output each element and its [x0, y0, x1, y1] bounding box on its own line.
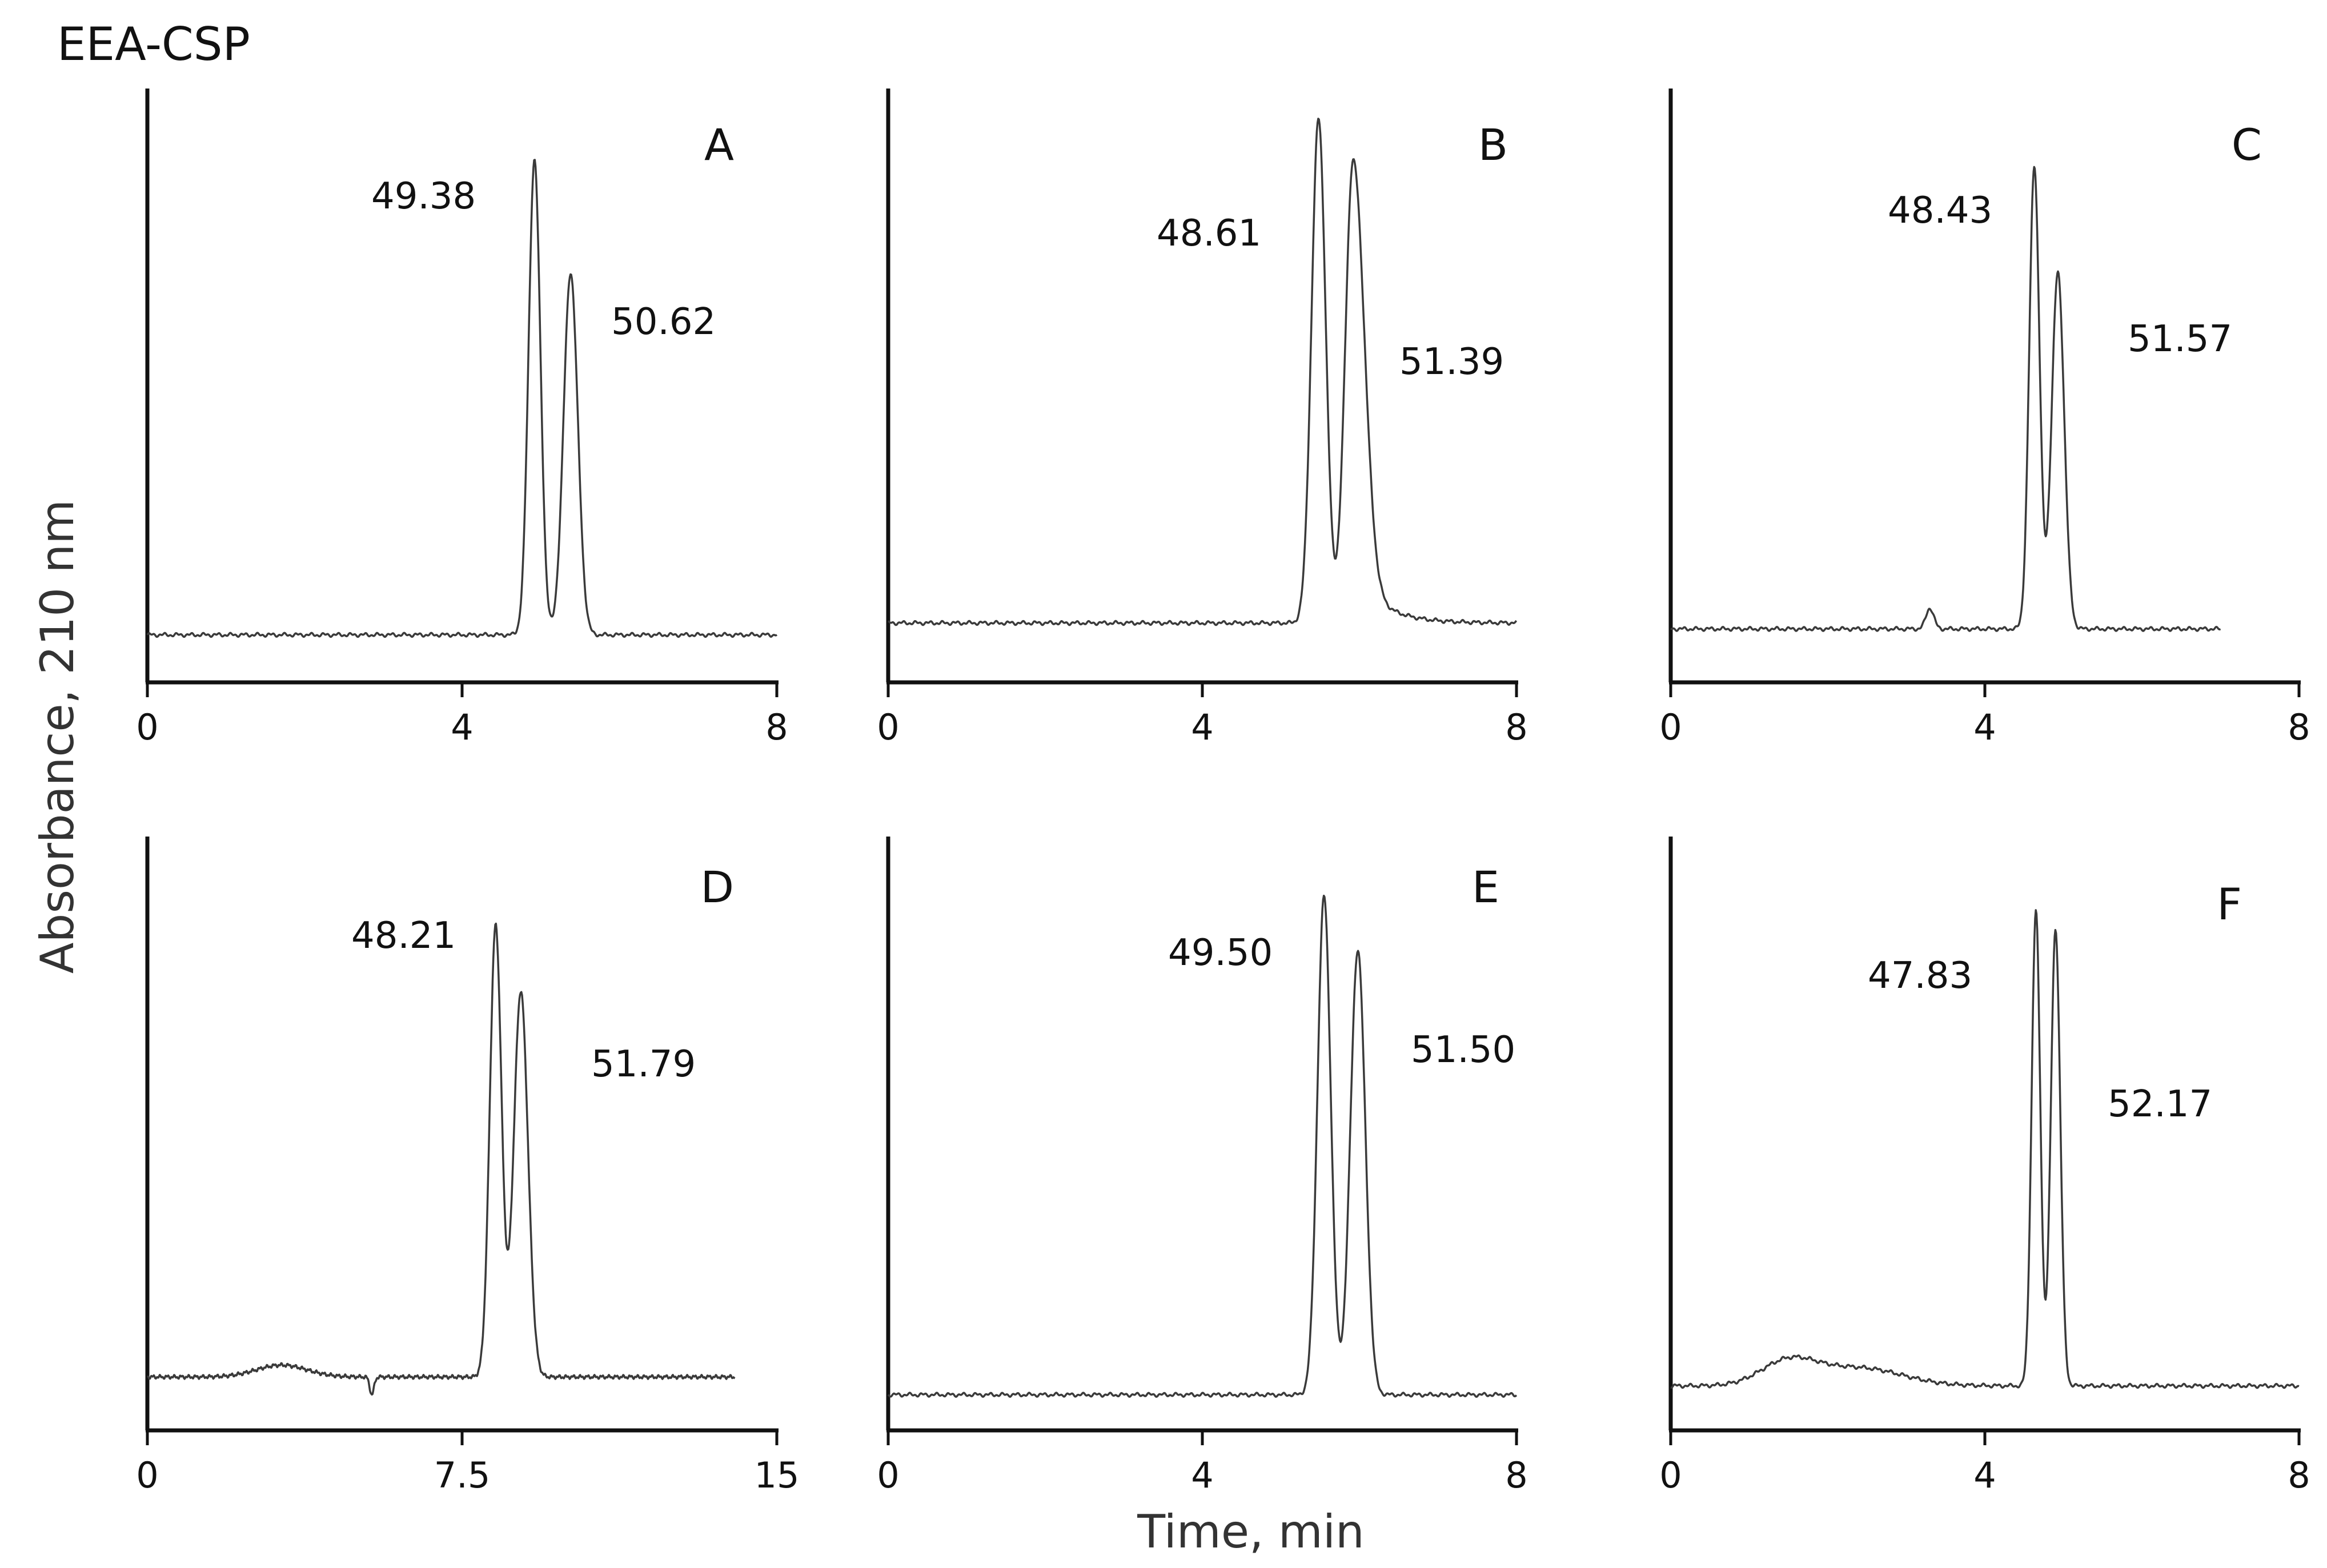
panel-d-tick-label: 0	[136, 1454, 158, 1496]
panel-e-tick-label: 0	[877, 1454, 899, 1496]
panel-f-tick-label: 4	[1973, 1454, 1996, 1496]
panel-e-peak2-label: 51.50	[1411, 1029, 1515, 1071]
panel-f-letter: F	[2217, 879, 2242, 930]
panel-f-peak2-label: 52.17	[2108, 1083, 2212, 1125]
panel-f-trace	[1670, 909, 2300, 1389]
panel-c-tick-label: 8	[2288, 706, 2310, 748]
panels-group: 0 4 8 A 49.38 50.62 0 4 8 B 48.61 51.39 0 4 8 C 48.43 51.…	[136, 89, 2310, 1496]
figure-title: EEA-CSP	[57, 18, 250, 71]
panel-c-peak1-label: 48.43	[1888, 190, 1992, 232]
panel-b-peak2-label: 51.39	[1399, 341, 1504, 383]
panel-d-tick-label: 15	[755, 1454, 800, 1496]
panel-f-peak1-label: 47.83	[1868, 955, 1972, 997]
panel-e-tick-label: 8	[1505, 1454, 1527, 1496]
panel-d-letter: D	[700, 862, 734, 912]
y-axis-title: Absorbance, 210 nm	[31, 500, 84, 974]
panel-f-tick-label: 0	[1659, 1454, 1682, 1496]
panel-a: 0 4 8 A 49.38 50.62	[136, 89, 788, 748]
panel-c-trace	[1670, 166, 2221, 632]
panel-c: 0 4 8 C 48.43 51.57	[1659, 89, 2310, 748]
panel-e-tick-label: 4	[1191, 1454, 1213, 1496]
panel-b-peak1-label: 48.61	[1157, 212, 1261, 255]
panel-b-tick-label: 0	[877, 706, 899, 748]
panel-c-tick-label: 0	[1659, 706, 1682, 748]
panel-d-peak2-label: 51.79	[591, 1043, 696, 1085]
panel-e-letter: E	[1472, 862, 1499, 912]
panel-f-tick-label: 8	[2288, 1454, 2310, 1496]
panel-d-trace	[147, 922, 736, 1396]
panel-a-tick-label: 8	[765, 706, 788, 748]
panel-b-trace	[888, 118, 1518, 626]
panel-f: 0 4 8 F 47.83 52.17	[1659, 837, 2310, 1496]
panel-a-peak1-label: 49.38	[371, 175, 476, 218]
panel-a-trace	[146, 159, 778, 638]
panel-b-tick-label: 4	[1191, 706, 1213, 748]
panel-d-tick-label: 7.5	[434, 1454, 491, 1496]
panel-c-letter: C	[2232, 119, 2262, 170]
panel-d-peak1-label: 48.21	[351, 915, 456, 957]
panel-c-peak2-label: 51.57	[2128, 318, 2232, 360]
panel-a-letter: A	[704, 119, 734, 170]
panel-c-tick-label: 4	[1973, 706, 1996, 748]
panel-b: 0 4 8 B 48.61 51.39	[877, 89, 1528, 748]
panel-e-trace	[887, 894, 1518, 1398]
x-axis-title: Time, min	[1137, 1505, 1365, 1558]
panel-b-letter: B	[1478, 119, 1508, 170]
panel-a-tick-label: 4	[451, 706, 473, 748]
panel-d: 0 7.5 15 D 48.21 51.79	[136, 837, 799, 1496]
panel-b-tick-label: 8	[1505, 706, 1527, 748]
panel-a-peak2-label: 50.62	[611, 301, 716, 343]
panel-e: 0 4 8 E 49.50 51.50	[877, 837, 1528, 1496]
panel-a-tick-label: 0	[136, 706, 158, 748]
panel-e-peak1-label: 49.50	[1168, 932, 1273, 974]
